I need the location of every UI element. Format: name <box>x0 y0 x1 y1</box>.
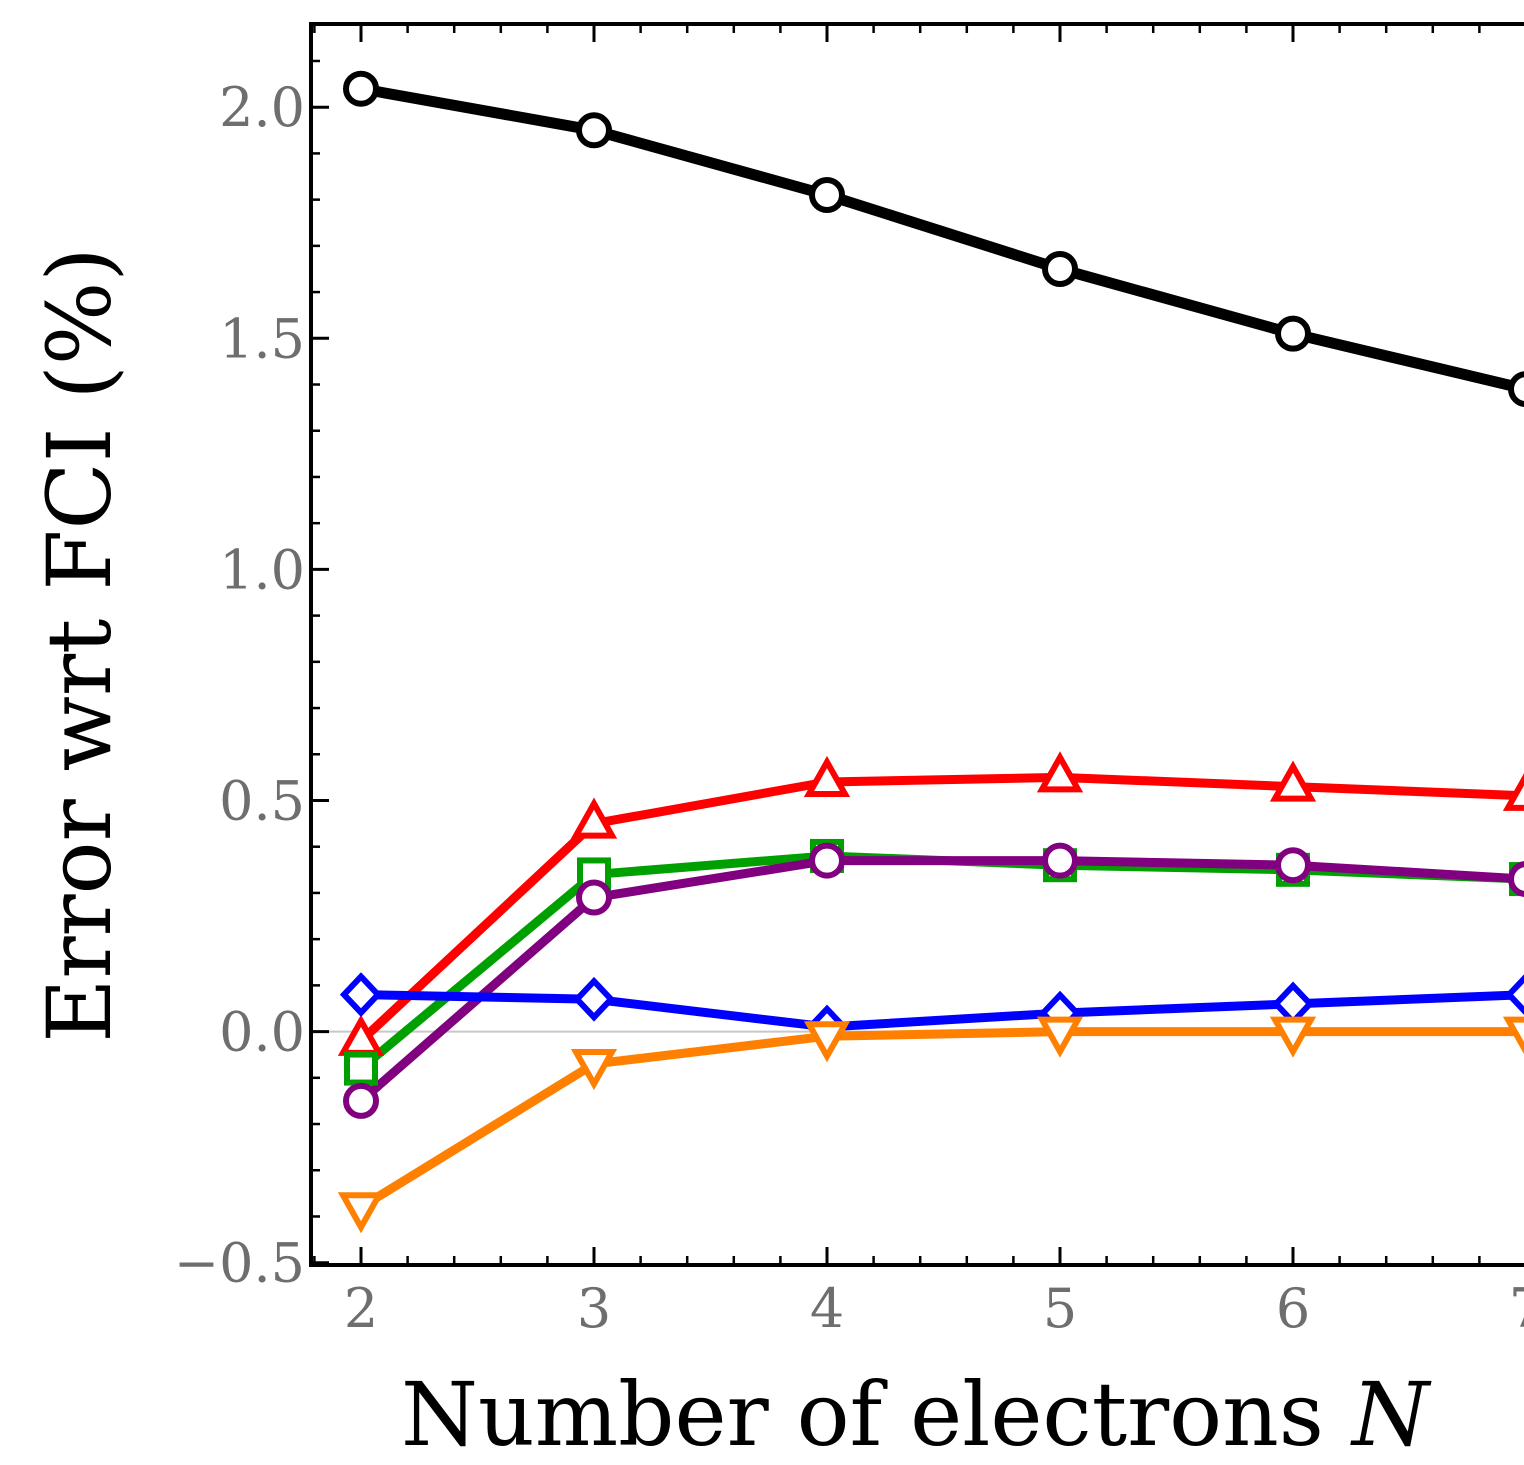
data-point-circle <box>1042 250 1078 287</box>
data-point-triangle-up <box>803 755 851 798</box>
x-tick-label: 6 <box>1276 1277 1310 1340</box>
data-point-circle <box>343 70 379 107</box>
data-point-triangle-down <box>570 1048 618 1091</box>
x-axis-label-variable: N <box>1350 1363 1432 1465</box>
tick-marks <box>311 24 1481 1265</box>
x-tick-label: 4 <box>810 1277 844 1340</box>
data-point-triangle-down <box>337 1192 385 1234</box>
data-point-diamond <box>1271 981 1315 1027</box>
data-point-triangle-down <box>1502 1016 1524 1055</box>
data-point-diamond <box>339 972 383 1017</box>
data-point-circle <box>1275 847 1311 884</box>
data-point-circle <box>343 1082 379 1119</box>
data-point-triangle-up <box>1036 751 1084 793</box>
series-line <box>358 1027 1524 1212</box>
data-point-circle <box>809 177 845 214</box>
y-tick-label: 0.0 <box>219 1001 305 1064</box>
data-point-circle <box>1508 861 1524 897</box>
data-point-triangle-down <box>803 1021 851 1063</box>
data-point-square <box>344 1051 378 1086</box>
y-tick-label: 1.0 <box>219 538 305 601</box>
data-point-circle <box>576 112 612 149</box>
data-point-circle <box>1275 315 1311 352</box>
x-axis-label-text: Number of electrons <box>401 1363 1324 1465</box>
x-tick-label: 3 <box>577 1277 611 1340</box>
tick-labels: 2 3 4 5 6 7 −0.5 0.0 0.5 1.0 1.5 2.0 <box>174 76 1524 1340</box>
y-tick-label: 2.0 <box>219 76 305 139</box>
y-tick-label: −0.5 <box>174 1232 305 1295</box>
data-point-circle <box>1508 371 1524 408</box>
data-point-triangle-up <box>570 797 618 839</box>
data-point-triangle-down <box>1269 1016 1317 1058</box>
data-point-triangle-up <box>1269 760 1317 802</box>
x-axis-label: Number of electrons N <box>401 1363 1432 1465</box>
data-point-circle <box>576 879 612 916</box>
y-axis-label: Error wrt FCI (%) <box>28 247 131 1043</box>
series-line <box>360 990 1524 1032</box>
data-point-circle <box>809 842 845 879</box>
series-markers <box>337 70 1524 1234</box>
series-line <box>358 856 1524 1105</box>
x-tick-label: 5 <box>1043 1277 1077 1340</box>
plot-frame <box>309 22 1524 1267</box>
data-point-triangle-down <box>1036 1016 1084 1058</box>
data-point-triangle-up <box>1502 773 1524 811</box>
series-line <box>357 772 1524 1045</box>
data-point-diamond <box>1504 974 1524 1015</box>
y-tick-label: 1.5 <box>219 307 305 370</box>
data-point-circle <box>1042 842 1078 879</box>
x-tick-label: 2 <box>344 1277 378 1340</box>
x-tick-label: 7 <box>1509 1277 1524 1340</box>
y-tick-label: 0.5 <box>219 769 305 832</box>
series-lines <box>357 83 1524 1212</box>
series-line <box>360 83 1524 395</box>
data-point-diamond <box>572 976 616 1022</box>
